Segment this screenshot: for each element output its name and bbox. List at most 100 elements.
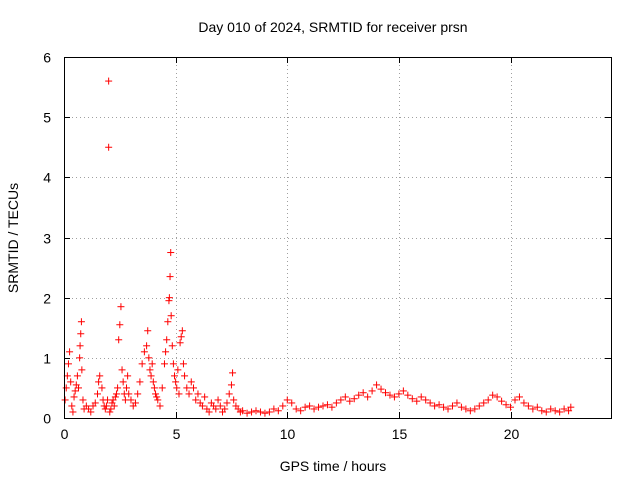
data-point	[292, 405, 300, 413]
data-point	[105, 77, 113, 85]
data-point	[395, 390, 403, 398]
data-point	[265, 408, 273, 416]
data-point	[124, 372, 132, 380]
data-point	[76, 354, 84, 362]
data-point	[119, 378, 127, 386]
data-point	[413, 397, 421, 405]
data-point	[105, 143, 113, 151]
data-point	[176, 339, 184, 347]
data-point	[377, 385, 385, 393]
data-point	[181, 372, 189, 380]
data-point	[319, 402, 327, 410]
x-tick-label: 5	[173, 426, 181, 442]
y-axis-label: SRMTID / TECUs	[5, 183, 21, 293]
data-point	[73, 372, 81, 380]
data-point	[111, 393, 119, 401]
data-point	[239, 407, 247, 415]
data-point	[368, 387, 376, 395]
data-point	[154, 396, 162, 404]
data-point	[214, 396, 222, 404]
data-point	[153, 393, 161, 401]
data-point	[79, 396, 87, 404]
data-point	[150, 384, 158, 392]
data-point	[183, 384, 191, 392]
data-point	[98, 384, 106, 392]
data-point	[116, 321, 124, 329]
data-points	[61, 77, 575, 417]
data-point	[114, 384, 122, 392]
data-point	[511, 396, 519, 404]
axes	[64, 57, 612, 419]
data-point	[448, 402, 456, 410]
data-point	[444, 405, 452, 413]
data-point	[274, 407, 282, 415]
data-point	[102, 402, 110, 410]
data-point	[252, 407, 260, 415]
data-point	[507, 403, 515, 411]
data-point	[125, 390, 133, 398]
data-point	[106, 408, 114, 416]
data-point	[227, 381, 235, 389]
data-point	[76, 342, 84, 350]
data-point	[147, 372, 155, 380]
data-point	[346, 397, 354, 405]
x-axis-label: GPS time / hours	[280, 458, 387, 474]
data-point	[194, 390, 202, 398]
x-tick-label: 20	[504, 426, 520, 442]
data-point	[560, 405, 568, 413]
data-point	[225, 390, 233, 398]
data-point	[216, 402, 224, 410]
data-point	[471, 405, 479, 413]
data-point	[502, 401, 510, 409]
grid-lines	[64, 57, 611, 418]
y-tick-label: 4	[43, 170, 51, 186]
y-tick-label: 6	[43, 50, 51, 66]
data-point	[404, 391, 412, 399]
data-point	[551, 407, 559, 415]
data-point	[538, 407, 546, 415]
data-point	[175, 390, 183, 398]
data-point	[148, 360, 156, 368]
data-point	[78, 366, 86, 374]
data-point	[373, 381, 381, 389]
data-point	[138, 360, 146, 368]
data-point	[533, 403, 541, 411]
data-point	[256, 408, 264, 416]
chart-title: Day 010 of 2024, SRMTID for receiver prs…	[198, 19, 467, 35]
x-tick-label: 10	[280, 426, 296, 442]
data-point	[547, 405, 555, 413]
data-point	[435, 401, 443, 409]
data-point	[77, 318, 85, 326]
data-point	[440, 403, 448, 411]
data-point	[480, 399, 488, 407]
data-point	[149, 378, 157, 386]
data-point	[187, 378, 195, 386]
data-point	[67, 378, 75, 386]
data-point	[62, 384, 70, 392]
data-point	[565, 407, 573, 415]
data-point	[297, 407, 305, 415]
data-point	[453, 399, 461, 407]
data-point	[163, 336, 171, 344]
data-point	[484, 396, 492, 404]
data-point	[152, 390, 160, 398]
data-point	[144, 327, 152, 335]
data-point	[96, 372, 104, 380]
data-point	[515, 393, 523, 401]
data-point	[131, 399, 139, 407]
data-point	[174, 366, 182, 374]
data-point	[87, 408, 95, 416]
data-point	[127, 396, 135, 404]
data-point	[68, 402, 76, 410]
data-point	[337, 396, 345, 404]
x-tick-label: 0	[61, 426, 69, 442]
data-point	[91, 399, 99, 407]
data-point	[165, 294, 173, 302]
data-point	[301, 403, 309, 411]
data-point	[323, 401, 331, 409]
data-point	[205, 408, 213, 416]
data-point	[145, 354, 153, 362]
data-point	[201, 393, 209, 401]
